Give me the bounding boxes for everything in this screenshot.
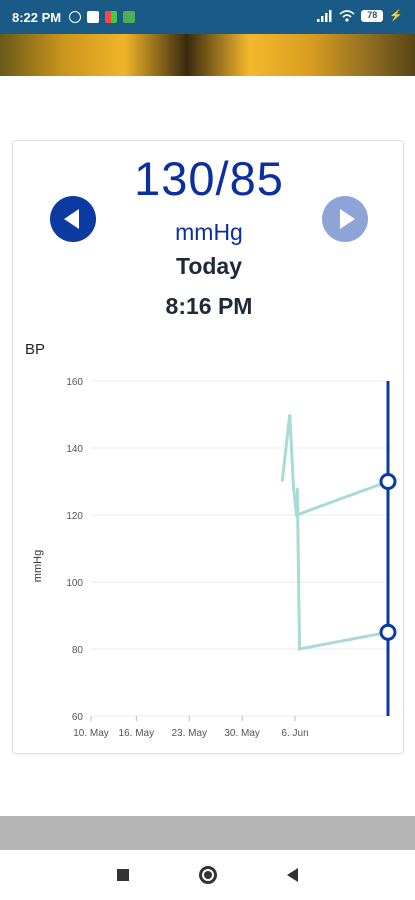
y-tick-label: 60 <box>72 712 84 723</box>
recent-apps-button[interactable] <box>117 869 129 881</box>
y-tick-label: 120 <box>66 511 83 522</box>
reading-day: Today <box>175 253 243 279</box>
diastolic-selected-point[interactable] <box>379 623 397 641</box>
chart-cursor[interactable] <box>379 381 397 716</box>
x-tick-label: 16. May <box>119 728 155 739</box>
y-axis-label: mmHg <box>32 550 44 582</box>
x-tick-label: 6. Jun <box>281 728 308 739</box>
reading-time: 8:16 PM <box>165 293 253 319</box>
bp-chart[interactable]: 60 80 100 120 140 160 10. May 16. May 23. May 30… <box>13 366 405 746</box>
x-tick-label: 10. May <box>73 728 109 739</box>
status-indicators: 78 ⚡ <box>317 9 403 22</box>
y-tick-label: 80 <box>72 645 84 656</box>
home-dot-icon <box>204 871 212 879</box>
y-tick-label: 160 <box>66 377 83 388</box>
status-time: 8:22 PM <box>12 9 62 25</box>
next-reading-button[interactable] <box>322 196 368 242</box>
systolic-selected-point[interactable] <box>379 473 397 490</box>
x-tick-label: 23. May <box>171 728 207 739</box>
wifi-icon <box>339 9 355 22</box>
bottom-gray-bar <box>0 816 415 850</box>
x-tick-label: 30. May <box>224 728 260 739</box>
charging-icon: ⚡ <box>389 10 403 22</box>
y-tick-label: 140 <box>66 444 83 455</box>
reading-unit: mmHg <box>175 219 243 245</box>
home-button[interactable] <box>199 866 217 884</box>
arrow-right-icon <box>339 209 355 229</box>
battery-icon: 78 <box>361 9 384 22</box>
systolic-series-line <box>280 414 389 518</box>
x-axis-ticks: 10. May 16. May 23. May 30. May 6. Jun <box>73 716 309 739</box>
photos-notification-icon <box>105 11 118 23</box>
status-bar: 8:22 PM 78 ⚡ <box>0 0 415 34</box>
previous-reading-button[interactable] <box>50 196 96 242</box>
y-tick-label: 100 <box>66 578 83 589</box>
y-axis-ticks: 60 80 100 120 140 160 <box>66 377 83 723</box>
header-banner-image <box>0 34 415 76</box>
signal-icon <box>317 9 332 22</box>
diastolic-series-line <box>295 488 389 651</box>
back-button[interactable] <box>287 868 298 882</box>
alarm-icon <box>69 11 82 23</box>
chart-grid <box>91 380 388 717</box>
reading-card: 130/85 mmHg Today 8:16 PM BP 60 80 100 120 1… <box>12 140 404 754</box>
messages-notification-icon <box>123 11 136 23</box>
chart-title: BP <box>25 341 46 358</box>
chart-series <box>280 414 389 651</box>
app-notification-icon <box>87 11 100 23</box>
system-navigation-bar <box>0 850 415 900</box>
blood-pressure-reading: 130/85 <box>134 152 284 205</box>
arrow-left-icon <box>63 209 79 229</box>
